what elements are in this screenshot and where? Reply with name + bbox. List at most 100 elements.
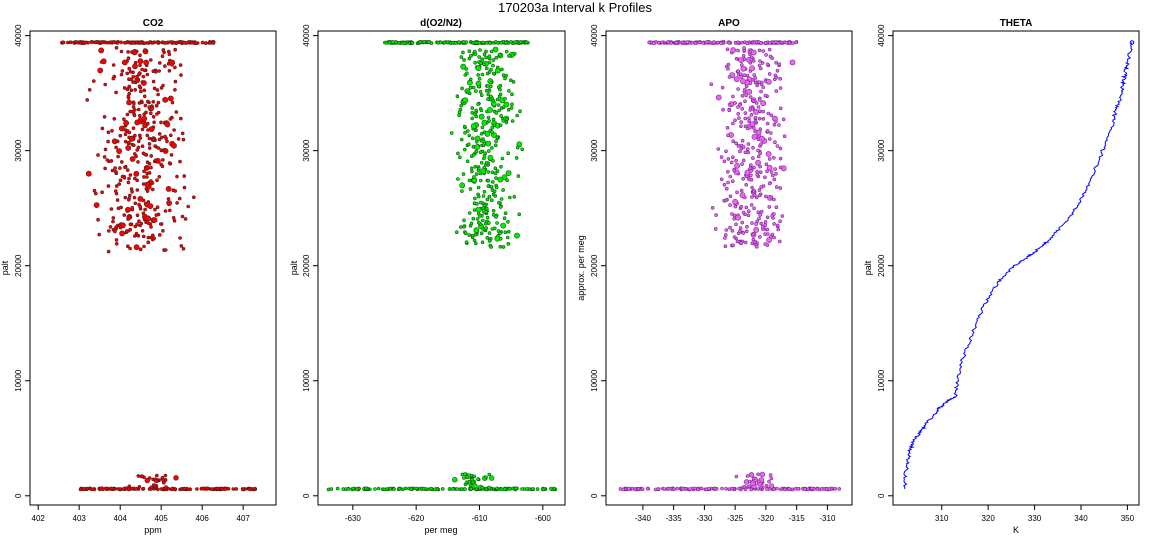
y-tick-label: 30000: [302, 139, 311, 162]
data-point: [127, 130, 132, 135]
data-point: [760, 80, 764, 85]
data-point: [720, 85, 725, 90]
data-point: [138, 53, 142, 58]
data-point: [208, 40, 212, 45]
data-point: [138, 204, 142, 209]
data-point: [774, 119, 778, 124]
data-point: [461, 40, 466, 44]
x-tick-label: 320: [981, 514, 995, 523]
data-point: [732, 235, 737, 239]
data-point: [133, 133, 137, 138]
data-point: [769, 476, 774, 481]
data-point: [497, 176, 504, 183]
data-point: [731, 139, 736, 143]
data-point: [752, 165, 756, 170]
data-point: [220, 486, 224, 491]
data-point: [131, 126, 136, 130]
data-point: [123, 195, 128, 200]
data-point: [146, 240, 150, 245]
data-point: [487, 485, 491, 490]
data-point: [465, 159, 470, 164]
data-point: [480, 240, 485, 245]
data-point: [719, 155, 724, 159]
data-point: [175, 174, 179, 179]
data-point: [465, 475, 469, 480]
data-point: [749, 173, 753, 178]
data-point: [647, 40, 652, 45]
data-point: [759, 89, 763, 94]
data-point: [771, 156, 776, 160]
data-point: [470, 480, 475, 485]
data-point: [503, 101, 510, 108]
data-point: [778, 487, 783, 492]
data-point: [512, 195, 517, 199]
data-point: [498, 87, 502, 92]
data-point: [739, 241, 743, 245]
data-point: [486, 84, 490, 88]
data-point: [129, 77, 134, 81]
y-ticks-theta: 0 10000 20000 30000 40000: [877, 24, 893, 498]
data-point: [93, 202, 100, 208]
data-point: [181, 137, 186, 142]
data-point: [719, 41, 724, 45]
data-point: [728, 225, 732, 230]
data-point: [518, 40, 523, 44]
data-point: [140, 229, 145, 233]
data-point: [182, 40, 186, 45]
data-point: [776, 227, 781, 232]
data-point: [768, 54, 773, 59]
data-point: [820, 486, 824, 491]
data-point: [326, 487, 331, 492]
data-point: [507, 53, 511, 58]
data-point: [465, 90, 470, 95]
data-point: [142, 41, 146, 46]
data-point: [127, 140, 131, 145]
data-point: [157, 137, 162, 142]
data-point: [735, 239, 740, 244]
data-point: [472, 175, 476, 179]
data-point: [487, 70, 492, 74]
data-point: [757, 98, 762, 102]
data-point: [768, 473, 773, 477]
data-point: [470, 169, 474, 174]
data-point: [136, 474, 141, 478]
data-point: [119, 40, 123, 45]
data-point: [672, 487, 676, 492]
data-point: [693, 41, 698, 46]
data-point: [712, 486, 717, 491]
data-point: [462, 58, 466, 62]
data-point: [147, 203, 154, 209]
data-point: [498, 123, 503, 127]
data-point: [497, 108, 501, 113]
data-point: [133, 88, 137, 92]
data-point: [178, 63, 183, 67]
data-points-do2n2: [326, 39, 558, 492]
data-point: [195, 487, 199, 491]
data-point: [727, 75, 732, 79]
data-point: [803, 487, 807, 491]
data-point: [144, 477, 151, 484]
y-axis-label-do2n2: palt: [289, 260, 299, 275]
data-point: [740, 65, 747, 72]
data-point: [731, 121, 735, 126]
data-point: [724, 486, 728, 491]
data-point: [468, 77, 473, 82]
data-point: [772, 197, 776, 202]
data-point: [131, 49, 138, 56]
data-point: [486, 92, 491, 97]
data-point: [450, 40, 455, 45]
data-point: [489, 245, 494, 249]
data-point: [704, 487, 709, 492]
data-point: [479, 160, 484, 165]
data-point: [516, 174, 521, 178]
data-point: [512, 51, 517, 56]
data-point: [120, 160, 124, 164]
data-point: [774, 205, 779, 209]
data-point: [376, 486, 381, 491]
data-point: [168, 40, 173, 44]
data-point: [764, 194, 768, 199]
data-point: [134, 231, 139, 236]
data-point: [111, 486, 116, 491]
data-point: [494, 67, 501, 74]
data-point: [765, 487, 769, 491]
